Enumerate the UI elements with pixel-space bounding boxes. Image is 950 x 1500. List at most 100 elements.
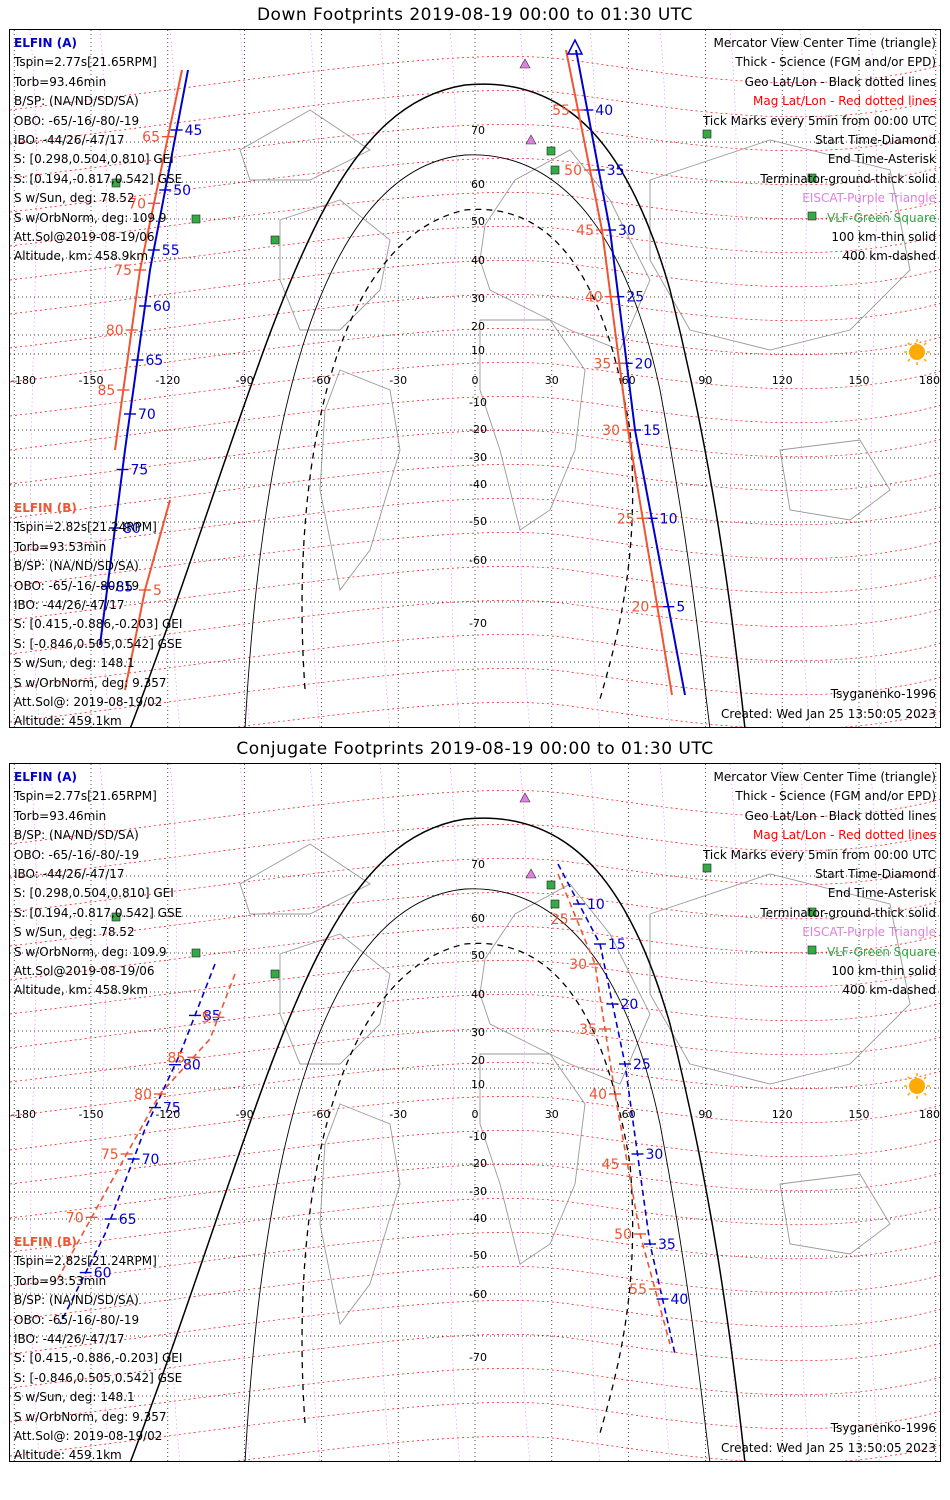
track-tick-label: 70: [128, 196, 146, 212]
mag-latitude-line: [10, 430, 940, 485]
latitude-tick-label: -20: [469, 1157, 487, 1170]
mag-longitude-line: [729, 764, 741, 1461]
vlf-square: [270, 235, 280, 245]
mag-longitude-line: [659, 30, 671, 727]
vlf-square: [270, 969, 280, 979]
mag-longitude-line: [309, 764, 321, 1461]
latitude-tick-label: 10: [471, 344, 485, 357]
track-tick-label: 30: [602, 423, 620, 439]
track-tick-label: 50: [614, 1227, 632, 1243]
legend-item: Geo Lat/Lon - Black dotted lines: [744, 808, 936, 823]
mag-longitude-line: [869, 764, 881, 1461]
mag-latitude-line: [10, 1266, 940, 1321]
mag-longitude-line: [169, 764, 181, 1461]
longitude-tick-label: 120: [772, 1108, 793, 1121]
sun-ray: [923, 1092, 927, 1096]
latitude-tick-label: 60: [471, 178, 485, 191]
vlf-square: [807, 945, 817, 955]
mag-latitude-line: [10, 56, 940, 111]
longitude-tick-label: -120: [155, 1108, 180, 1121]
mag-latitude-line: [10, 498, 940, 553]
elfin-a-line: Torb=93.46min: [14, 808, 107, 823]
mag-latitude-line: [10, 90, 940, 145]
track-tick-label: 5: [153, 583, 162, 599]
mag-longitude-line: [519, 30, 531, 727]
continent-outline: [239, 109, 371, 181]
elfin-a-line: S w/Sun, deg: 78.52: [14, 925, 135, 940]
sun-ray: [907, 358, 911, 362]
footer-info: Tsyganenko-1996 Created: Wed Jan 25 13:5…: [721, 1419, 936, 1458]
track-tick-label: 45: [602, 1157, 620, 1173]
elfin-b-line: IBO: -44/26/-47/17: [14, 598, 125, 613]
sun-icon: [909, 1078, 925, 1094]
footer-info: Tsyganenko-1996 Created: Wed Jan 25 13:5…: [721, 685, 936, 724]
latitude-tick-label: 60: [471, 912, 485, 925]
continent-outline: [479, 883, 651, 1085]
latitude-tick-label: -10: [469, 1130, 487, 1143]
created-date: Created: Wed Jan 25 13:50:05 2023: [721, 706, 936, 721]
elfin-b-line: S w/OrbNorm, deg: 9.357: [14, 675, 167, 690]
legend-item: Start Time-Diamond: [814, 133, 936, 148]
mag-latitude-line: [10, 1062, 940, 1117]
latitude-tick-label: -50: [469, 515, 487, 528]
track-tick-label: 65: [119, 1212, 137, 1228]
longitude-tick-label: 60: [622, 1108, 636, 1121]
track-tick-label: 30: [646, 1147, 664, 1163]
model-name: Tsyganenko-1996: [830, 687, 936, 702]
elfin-b-line: S: [-0.846,0.505,0.542] GSE: [14, 636, 183, 651]
latitude-tick-label: -60: [469, 554, 487, 567]
vlf-square: [111, 912, 121, 922]
elfin-a-line: Att.Sol@2019-08-19/06: [14, 964, 155, 979]
legend-item: 400 km-dashed: [842, 983, 936, 998]
mag-latitude-line: [10, 566, 940, 621]
mag-longitude-line: [449, 30, 461, 727]
legend-item: Tick Marks every 5min from 00:00 UTC: [702, 113, 936, 128]
eiscat-triangle: [525, 868, 537, 879]
track-tick-label: 10: [587, 897, 605, 913]
longitude-tick-label: -120: [155, 374, 180, 387]
latitude-tick-label: -70: [469, 1351, 487, 1364]
elfin-b-line: Tspin=2.82s[21.24RPM]: [14, 1254, 157, 1269]
vlf-square: [807, 173, 817, 183]
longitude-tick-label: -180: [11, 1108, 36, 1121]
latitude-tick-label: 70: [471, 124, 485, 137]
track-tick-label: 70: [138, 407, 156, 423]
track-tick-label: 70: [66, 1210, 84, 1226]
track-tick-label: 15: [643, 423, 661, 439]
track-tick-label: 75: [163, 1101, 181, 1117]
vlf-square: [191, 214, 201, 224]
mag-latitude-line: [10, 1368, 940, 1423]
elfin-b-line: Att.Sol@: 2019-08-19/02: [14, 695, 163, 710]
elfin-a-name: ELFIN (A): [14, 770, 77, 784]
track-tick-label: 60: [94, 1266, 112, 1282]
elfin-a-line: IBO: -44/26/-47/17: [14, 133, 125, 148]
elfin-a-line: S w/OrbNorm, deg: 109.9: [14, 210, 167, 225]
latitude-tick-label: 20: [471, 1054, 485, 1067]
track-tick-label: 55: [162, 243, 180, 259]
legend-item: 100 km-thin solid: [831, 230, 936, 245]
elfin-b-name: ELFIN (B): [14, 1235, 77, 1249]
mag-latitude-line: [10, 1402, 940, 1457]
longitude-tick-label: -60: [312, 1108, 330, 1121]
track-tick-label: 5: [201, 1010, 210, 1026]
mag-longitude-line: [99, 764, 111, 1461]
mag-longitude-line: [239, 764, 251, 1461]
track-tick-label: 85: [116, 580, 134, 596]
mag-longitude-line: [519, 764, 531, 1461]
track-tick-label: 25: [626, 290, 644, 306]
mag-longitude-line: [169, 30, 181, 727]
vlf-square: [111, 178, 121, 188]
elfin-b-line: Altitude: 459.1km: [14, 1448, 122, 1462]
eiscat-triangle: [525, 134, 537, 145]
continent-outline: [239, 843, 371, 915]
longitude-tick-label: -30: [389, 1108, 407, 1121]
track-tick-label: 45: [185, 123, 203, 139]
track-tick-label: 15: [608, 937, 626, 953]
longitude-tick-label: 180: [919, 1108, 940, 1121]
track-tick-label: 75: [101, 1147, 119, 1163]
track-tick-label: 80: [123, 521, 141, 537]
continent-outline: [779, 439, 891, 521]
track-tick-label: 80: [134, 1087, 152, 1103]
elfin-b-line: S: [0.415,-0.886,-0.203] GEI: [14, 617, 183, 632]
vlf-square: [807, 907, 817, 917]
